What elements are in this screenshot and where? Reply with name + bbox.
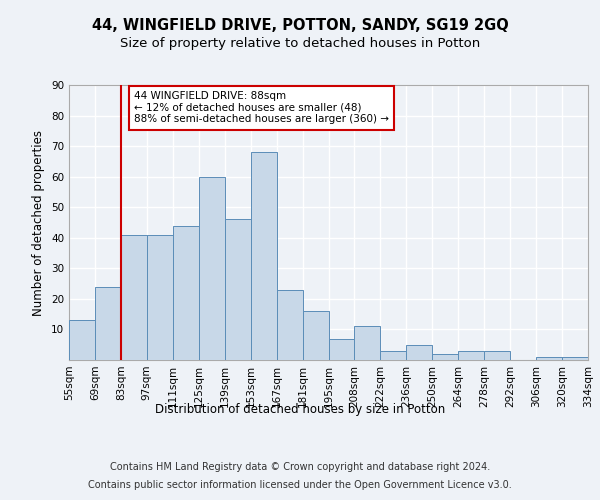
Bar [355,326,380,360]
Text: Size of property relative to detached houses in Potton: Size of property relative to detached ho… [120,38,480,51]
Text: Contains public sector information licensed under the Open Government Licence v3: Contains public sector information licen… [88,480,512,490]
Bar [302,311,329,360]
Bar [173,226,199,360]
Bar [95,286,121,360]
Bar [147,234,173,360]
Bar [406,344,432,360]
Text: 44 WINGFIELD DRIVE: 88sqm
← 12% of detached houses are smaller (48)
88% of semi-: 44 WINGFIELD DRIVE: 88sqm ← 12% of detac… [134,91,389,124]
Text: 44, WINGFIELD DRIVE, POTTON, SANDY, SG19 2GQ: 44, WINGFIELD DRIVE, POTTON, SANDY, SG19… [92,18,508,32]
Bar [458,351,484,360]
Bar [380,351,406,360]
Bar [536,357,562,360]
Bar [251,152,277,360]
Text: Distribution of detached houses by size in Potton: Distribution of detached houses by size … [155,402,445,415]
Bar [484,351,510,360]
Bar [562,357,588,360]
Bar [69,320,95,360]
Bar [329,338,355,360]
Y-axis label: Number of detached properties: Number of detached properties [32,130,46,316]
Bar [199,176,224,360]
Bar [121,234,147,360]
Text: Contains HM Land Registry data © Crown copyright and database right 2024.: Contains HM Land Registry data © Crown c… [110,462,490,472]
Bar [225,220,251,360]
Bar [277,290,302,360]
Bar [433,354,458,360]
